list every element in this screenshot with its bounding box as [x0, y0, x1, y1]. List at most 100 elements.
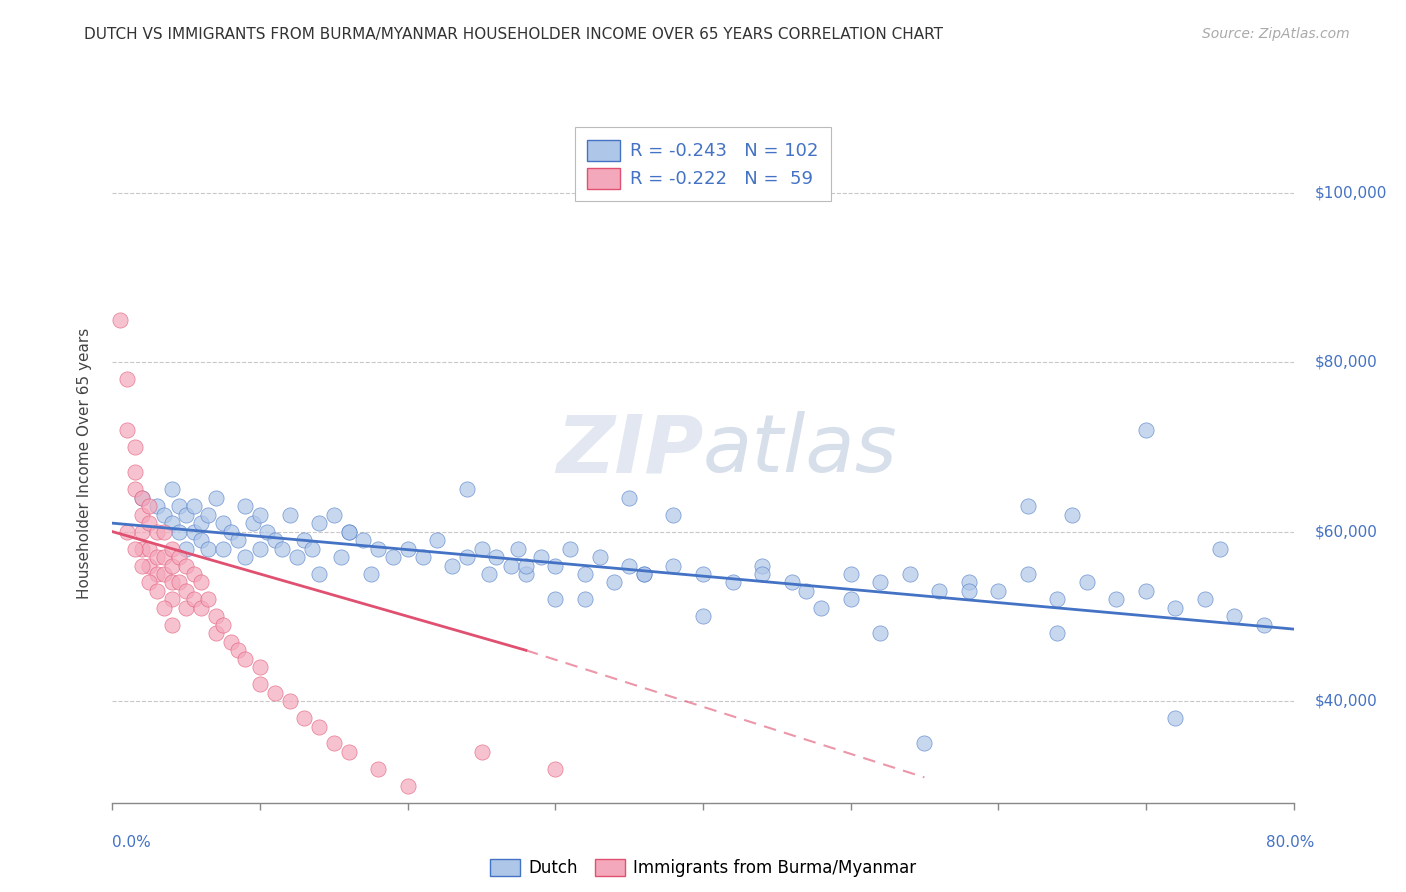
Point [308, 719, 330, 733]
Point [197, 592, 219, 607]
Point [292, 711, 315, 725]
Point [515, 567, 537, 582]
Point [233, 549, 256, 565]
Point [226, 533, 249, 547]
Point [167, 549, 190, 565]
Point [264, 533, 287, 547]
Point [226, 643, 249, 657]
Point [456, 549, 478, 565]
Point [197, 541, 219, 556]
Point [751, 567, 773, 582]
Point [1017, 567, 1039, 582]
Legend: R = -0.243   N = 102, R = -0.222   N =  59: R = -0.243 N = 102, R = -0.222 N = 59 [575, 128, 831, 202]
Point [662, 508, 685, 522]
Point [138, 575, 160, 590]
Point [633, 567, 655, 582]
Point [1208, 541, 1232, 556]
Point [470, 541, 494, 556]
Point [544, 592, 567, 607]
Point [124, 541, 146, 556]
Point [233, 499, 256, 513]
Point [839, 592, 862, 607]
Point [396, 779, 419, 793]
Point [174, 558, 197, 573]
Text: $80,000: $80,000 [1315, 355, 1378, 369]
Point [603, 575, 626, 590]
Point [692, 567, 714, 582]
Point [869, 626, 891, 640]
Point [212, 516, 235, 530]
Point [796, 583, 818, 598]
Point [367, 762, 389, 776]
Point [131, 558, 153, 573]
Point [219, 635, 242, 649]
Point [174, 541, 197, 556]
Point [146, 524, 169, 539]
Point [205, 491, 228, 505]
Point [1062, 508, 1084, 522]
Point [183, 499, 205, 513]
Point [138, 541, 160, 556]
Point [508, 541, 530, 556]
Point [1194, 592, 1216, 607]
Point [249, 660, 271, 674]
Point [558, 541, 582, 556]
Point [456, 482, 478, 496]
Point [721, 575, 744, 590]
Text: 80.0%: 80.0% [1267, 836, 1315, 850]
Point [396, 541, 419, 556]
Point [308, 516, 330, 530]
Legend: Dutch, Immigrants from Burma/Myanmar: Dutch, Immigrants from Burma/Myanmar [484, 852, 922, 884]
Point [131, 524, 153, 539]
Point [957, 583, 980, 598]
Point [751, 558, 773, 573]
Point [411, 549, 433, 565]
Point [146, 499, 169, 513]
Point [957, 575, 980, 590]
Point [544, 558, 567, 573]
Point [360, 567, 382, 582]
Point [574, 567, 596, 582]
Point [138, 516, 160, 530]
Point [692, 609, 714, 624]
Point [146, 583, 169, 598]
Point [426, 533, 449, 547]
Point [914, 736, 936, 750]
Point [470, 745, 494, 759]
Point [278, 508, 301, 522]
Point [928, 583, 950, 598]
Text: ZIP: ZIP [555, 411, 703, 490]
Point [138, 499, 160, 513]
Point [205, 626, 228, 640]
Point [160, 482, 183, 496]
Point [869, 575, 891, 590]
Point [264, 685, 287, 699]
Text: $100,000: $100,000 [1315, 186, 1386, 200]
Point [1223, 609, 1246, 624]
Point [242, 516, 264, 530]
Point [146, 549, 169, 565]
Point [382, 549, 405, 565]
Point [292, 533, 315, 547]
Point [337, 524, 360, 539]
Point [515, 558, 537, 573]
Point [619, 558, 641, 573]
Point [124, 466, 146, 480]
Point [441, 558, 464, 573]
Point [249, 508, 271, 522]
Point [167, 499, 190, 513]
Point [308, 567, 330, 582]
Text: 0.0%: 0.0% [112, 836, 152, 850]
Point [256, 524, 278, 539]
Point [153, 549, 176, 565]
Point [117, 372, 138, 386]
Point [174, 583, 197, 598]
Text: $60,000: $60,000 [1315, 524, 1378, 539]
Point [160, 592, 183, 607]
Point [278, 694, 301, 708]
Point [588, 549, 610, 565]
Point [780, 575, 803, 590]
Point [352, 533, 374, 547]
Point [810, 601, 832, 615]
Point [205, 609, 228, 624]
